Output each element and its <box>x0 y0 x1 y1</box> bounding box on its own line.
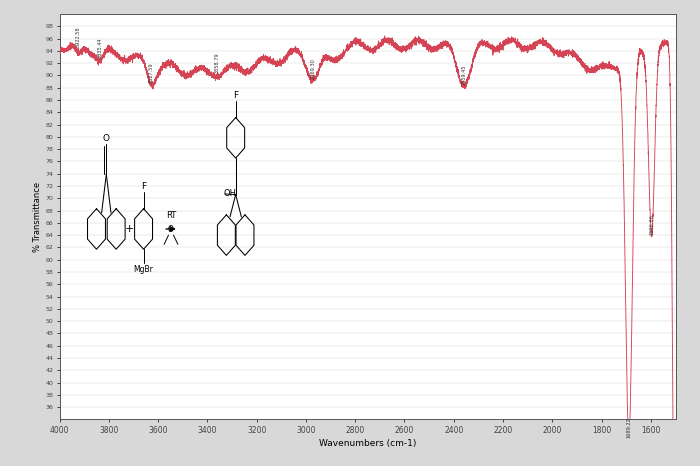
Text: F: F <box>233 91 238 100</box>
Text: 2359.45: 2359.45 <box>461 65 466 85</box>
Text: 1689.22: 1689.22 <box>626 417 631 438</box>
Text: 3835.44: 3835.44 <box>97 38 102 58</box>
Text: MgBr: MgBr <box>134 265 153 274</box>
Text: F: F <box>141 182 146 191</box>
Text: 1596.86: 1596.86 <box>649 213 654 234</box>
Text: 3358.79: 3358.79 <box>215 53 220 73</box>
Text: RT: RT <box>166 211 176 220</box>
Text: OH: OH <box>223 190 237 199</box>
Text: 3922.58: 3922.58 <box>76 26 81 47</box>
Text: +: + <box>125 224 134 234</box>
Text: O: O <box>168 225 174 234</box>
Text: 3627.59: 3627.59 <box>149 62 154 83</box>
Y-axis label: % Transmittance: % Transmittance <box>34 182 43 252</box>
Text: 2969.30: 2969.30 <box>311 58 316 79</box>
Text: O: O <box>103 134 110 143</box>
X-axis label: Wavenumbers (cm-1): Wavenumbers (cm-1) <box>318 439 416 448</box>
